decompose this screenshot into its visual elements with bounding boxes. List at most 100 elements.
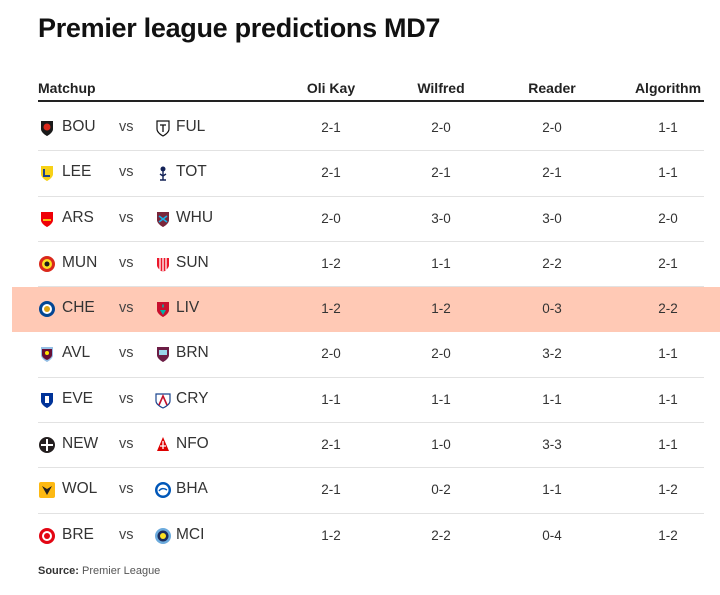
fulham-crest-icon	[154, 119, 172, 137]
vs-label: vs	[119, 390, 134, 407]
crystal-palace-crest-icon	[154, 391, 172, 409]
wilfred-prediction: 2-0	[431, 120, 451, 135]
leeds-crest-icon	[38, 164, 56, 182]
table-row: LEE vs TOT 2-1 2-1 2-1 1-1	[38, 151, 704, 197]
sunderland-crest-icon	[154, 255, 172, 273]
wilfred-prediction: 1-2	[431, 301, 451, 317]
wilfred-prediction: 1-0	[431, 437, 451, 453]
table-row: MUN vs SUN 1-2 1-1 2-2 2-1	[38, 242, 704, 288]
header-algorithm: Algorithm	[634, 80, 702, 96]
nottingham-forest-crest-icon	[154, 436, 172, 454]
header-wilfred: Wilfred	[417, 80, 465, 96]
west-ham-crest-icon	[154, 210, 172, 228]
away-team: CRY	[176, 389, 209, 407]
home-team: ARS	[62, 208, 94, 226]
away-team: BHA	[176, 480, 208, 498]
algorithm-prediction: 1-2	[658, 482, 678, 498]
wolves-crest-icon	[38, 481, 56, 499]
newcastle-crest-icon	[38, 436, 56, 454]
away-team: LIV	[176, 299, 200, 317]
home-team: BRE	[62, 525, 94, 543]
table-row: WOL vs BHA 2-1 0-2 1-1 1-2	[38, 468, 704, 514]
table-row: BOU vs FUL 2-1 2-0 2-0 1-1	[38, 106, 704, 152]
algorithm-prediction: 1-1	[658, 165, 678, 181]
oli-kay-prediction: 1-2	[321, 255, 341, 271]
bournemouth-crest-icon	[38, 119, 56, 137]
predictions-table: BOU vs FUL 2-1 2-0 2-0 1-1 LEE vs TOT 2-1 2-1 2-1 1-1…	[12, 106, 720, 558]
home-team: LEE	[62, 163, 92, 181]
oli-kay-prediction: 1-2	[321, 301, 341, 317]
vs-label: vs	[119, 436, 134, 453]
vs-label: vs	[119, 481, 134, 498]
vs-label: vs	[119, 209, 134, 226]
burnley-crest-icon	[154, 345, 172, 363]
wilfred-prediction: 0-2	[431, 482, 451, 498]
reader-prediction: 2-1	[542, 165, 562, 181]
algorithm-prediction: 1-1	[658, 120, 678, 135]
wilfred-prediction: 2-2	[431, 527, 451, 543]
wilfred-prediction: 1-1	[431, 391, 451, 407]
source-text: Premier League	[82, 565, 161, 577]
tottenham-crest-icon	[154, 164, 172, 182]
table-row: EVE vs CRY 1-1 1-1 1-1 1-1	[38, 378, 704, 424]
algorithm-prediction: 1-1	[658, 346, 678, 362]
table-row: NEW vs NFO 2-1 1-0 3-3 1-1	[38, 423, 704, 469]
reader-prediction: 1-1	[542, 391, 562, 407]
vs-label: vs	[119, 345, 134, 362]
liverpool-crest-icon	[154, 300, 172, 318]
oli-kay-prediction: 2-1	[321, 482, 341, 498]
source-note: Source: Premier League	[38, 565, 160, 577]
oli-kay-prediction: 2-1	[321, 165, 341, 181]
reader-prediction: 1-1	[542, 482, 562, 498]
algorithm-prediction: 1-2	[658, 527, 678, 543]
wilfred-prediction: 2-1	[431, 165, 451, 181]
algorithm-prediction: 1-1	[658, 437, 678, 453]
away-team: WHU	[176, 208, 214, 226]
algorithm-prediction: 2-0	[658, 210, 678, 226]
arsenal-crest-icon	[38, 210, 56, 228]
brentford-crest-icon	[38, 527, 56, 545]
reader-prediction: 3-2	[542, 346, 562, 362]
man-utd-crest-icon	[38, 255, 56, 273]
header-matchup: Matchup	[38, 80, 96, 96]
reader-prediction: 3-3	[542, 437, 562, 453]
oli-kay-prediction: 2-0	[321, 346, 341, 362]
vs-label: vs	[119, 164, 134, 181]
vs-label: vs	[119, 526, 134, 543]
home-team: MUN	[62, 253, 98, 271]
table-header: Matchup Oli Kay Wilfred Reader Algorithm	[38, 78, 704, 102]
aston-villa-crest-icon	[38, 345, 56, 363]
source-label: Source:	[38, 565, 79, 577]
reader-prediction: 0-3	[542, 301, 562, 317]
wilfred-prediction: 3-0	[431, 210, 451, 226]
home-team: AVL	[62, 344, 91, 362]
wilfred-prediction: 1-1	[431, 255, 451, 271]
away-team: MCI	[176, 525, 205, 543]
reader-prediction: 0-4	[542, 527, 562, 543]
chelsea-crest-icon	[38, 300, 56, 318]
everton-crest-icon	[38, 391, 56, 409]
algorithm-prediction: 2-1	[658, 255, 678, 271]
oli-kay-prediction: 2-0	[321, 210, 341, 226]
brighton-crest-icon	[154, 481, 172, 499]
page-title: Premier league predictions MD7	[38, 13, 441, 43]
oli-kay-prediction: 2-1	[321, 120, 341, 135]
away-team: TOT	[176, 163, 207, 181]
home-team: EVE	[62, 389, 94, 407]
table-row: AVL vs BRN 2-0 2-0 3-2 1-1	[38, 332, 704, 378]
away-team: NFO	[176, 435, 209, 453]
oli-kay-prediction: 1-2	[321, 527, 341, 543]
away-team: SUN	[176, 253, 209, 271]
header-oli-kay: Oli Kay	[306, 80, 356, 96]
algorithm-prediction: 2-2	[658, 301, 678, 317]
reader-prediction: 2-2	[542, 255, 562, 271]
wilfred-prediction: 2-0	[431, 346, 451, 362]
home-team: WOL	[62, 480, 98, 498]
table-row: ARS vs WHU 2-0 3-0 3-0 2-0	[38, 197, 704, 242]
home-team: CHE	[62, 299, 95, 317]
away-team: FUL	[176, 118, 206, 135]
table-row: CHE vs LIV 1-2 1-2 0-3 2-2	[12, 287, 720, 333]
home-team: NEW	[62, 435, 99, 453]
vs-label: vs	[119, 254, 134, 271]
oli-kay-prediction: 1-1	[321, 391, 341, 407]
